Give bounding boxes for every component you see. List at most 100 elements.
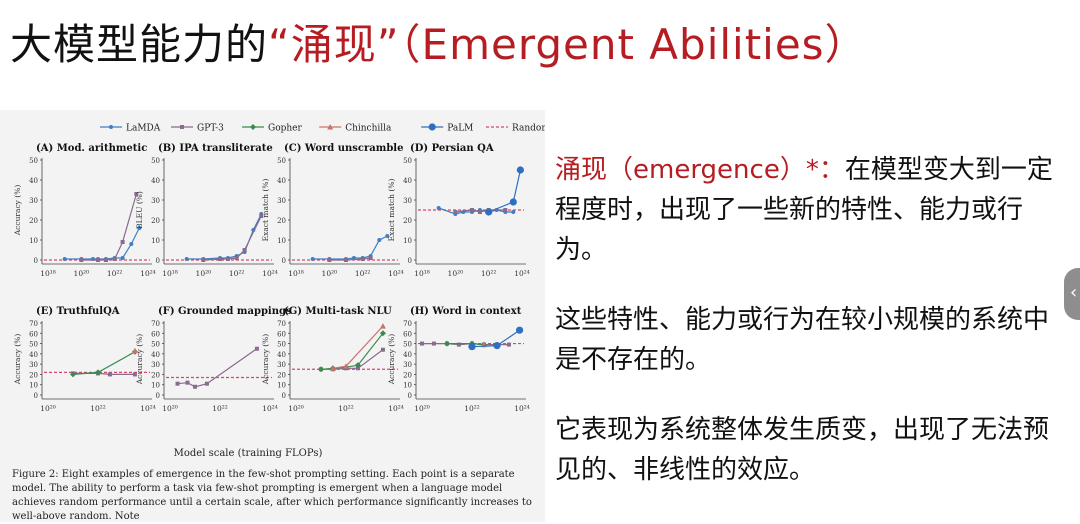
panel-e-ytick-label: 0 [34, 392, 38, 400]
panel-e-gopher-point [70, 371, 76, 378]
side-panel-handle[interactable]: ‹ [1064, 268, 1080, 320]
panel-h-palm-point [468, 343, 476, 351]
shared-xlabel: Model scale (training FLOPs) [174, 448, 323, 459]
panel-e-gpt-3-point [107, 372, 112, 377]
legend-marker-gpt-3 [180, 125, 184, 129]
panel-f-ytick-label: 30 [151, 361, 160, 369]
panel-h-ytick-label: 30 [403, 361, 412, 369]
panel-g-gopher-point [354, 362, 361, 369]
panel-h-gpt-3-point [506, 342, 511, 347]
panel-e-xtick-label: 10²⁰ [40, 404, 56, 413]
panel-d-gpt-3-point [453, 210, 458, 214]
panel-a-gpt-3-point [79, 258, 84, 262]
panel-c-lamda-point [310, 257, 315, 261]
panel-b-gpt-3-point [218, 257, 222, 261]
legend-marker-chinchilla [327, 124, 334, 130]
panel-e-ytick-label: 70 [29, 320, 38, 328]
panel-h-ytick-label: 20 [403, 371, 412, 379]
panel-a-gpt-3-point [96, 258, 100, 262]
panel-g-chinchilla-point [343, 363, 349, 369]
panel-d-xtick-label: 10²² [481, 269, 497, 278]
panel-b-ytick-label: 50 [151, 157, 160, 165]
panel-f-gpt-3-point [193, 384, 197, 389]
panel-g-gpt-3-point [380, 347, 385, 352]
panel-g-ytick-label: 30 [277, 361, 286, 369]
panel-a-ytick-label: 50 [29, 157, 38, 165]
panel-e-gpt-3-point [132, 372, 137, 377]
chevron-left-icon: ‹ [1070, 282, 1078, 303]
panel-h-ytick-label: 60 [403, 330, 412, 338]
panel-b-gpt-3-point [234, 256, 239, 260]
panel-a-xtick-label: 10²² [107, 269, 123, 278]
panel-f-ytick-label: 60 [151, 330, 160, 338]
panel-b-lamda-point [184, 257, 189, 261]
panel-g-gpt-3-point [355, 366, 360, 371]
panel-c-gpt-3-line [329, 257, 371, 261]
panel-e-ytick-label: 50 [29, 341, 38, 349]
panel-f-ylabel: Accuracy (%) [135, 334, 144, 386]
panel-a-xtick-label: 10¹⁸ [40, 269, 56, 278]
panel-d-ytick-label: 20 [403, 217, 412, 225]
panel-c-ytick-label: 0 [282, 257, 286, 265]
panel-d-ytick-label: 30 [403, 197, 412, 205]
panel-a-title: (A) Mod. arithmetic [36, 143, 147, 154]
definition-text: 在模型变大到一定程度时，出现了一些新的特性、能力或行为。 [555, 155, 1053, 265]
panel-h-ytick-label: 0 [408, 392, 412, 400]
panel-b-gpt-3-point [242, 248, 247, 252]
panel-b-lamda-line [186, 213, 262, 260]
panel-a-lamda-point [137, 226, 142, 230]
panel-c-ytick-label: 30 [277, 197, 286, 205]
panel-a-gpt-3-point [103, 258, 108, 262]
panel-a-lamda-line [64, 227, 140, 260]
panel-c-xtick-label: 10¹⁸ [288, 269, 304, 278]
panel-d-xtick-label: 10²⁴ [514, 269, 530, 278]
legend-label-gopher: Gopher [268, 124, 302, 134]
panel-g-xtick-label: 10²⁴ [388, 404, 404, 413]
panel-d-ylabel: Exact match (%) [387, 179, 396, 242]
panel-c-lamda-line [312, 235, 388, 260]
panel-f-ytick-label: 40 [151, 351, 160, 359]
legend-label-chinchilla: Chinchilla [345, 124, 392, 134]
panel-d-palm-point [509, 198, 517, 206]
panel-e-title: (E) TruthfulQA [36, 306, 120, 317]
panel-g-ytick-label: 50 [277, 341, 286, 349]
panel-h-xtick-label: 10²⁴ [514, 404, 530, 413]
panel-d-ytick-label: 10 [403, 237, 412, 245]
panel-f-xtick-label: 10²⁰ [162, 404, 178, 413]
panel-c-gpt-3-point [368, 256, 373, 260]
paragraph-absence: 这些特性、能力或行为在较小规模的系统中是不存在的。 [555, 305, 1050, 375]
panel-a-ylabel: Accuracy (%) [13, 185, 22, 237]
legend-label-lamda: LaMDA [126, 124, 161, 134]
panel-a-gpt-3-point [112, 257, 117, 261]
panel-h-gpt-3-point [456, 342, 461, 347]
panel-a-gpt-3-line [81, 193, 137, 261]
panel-e-ytick-label: 10 [29, 382, 38, 390]
panel-g-gopher-point [318, 366, 324, 373]
panel-g-chinchilla-point [379, 323, 386, 329]
panel-f-gpt-3-point [204, 381, 209, 386]
figure-svg: LaMDA GPT-3 Gopher Chinchilla PaLM Random (A) … [13, 123, 545, 459]
panel-g-ytick-label: 10 [277, 382, 286, 390]
panel-d-palm-point [485, 208, 493, 216]
panel-g-xtick-label: 10²² [338, 404, 354, 413]
legend-label-gpt-3: GPT-3 [197, 124, 224, 134]
panel-c-lamda-point [377, 238, 382, 242]
panel-b-ylabel: BLEU (%) [135, 191, 144, 229]
panel-d-palm-point [516, 166, 524, 174]
panel-h-gopher-point [444, 340, 450, 347]
panel-f-ytick-label: 50 [151, 341, 160, 349]
panel-g-ytick-label: 40 [277, 351, 286, 359]
panel-e-ytick-label: 60 [29, 330, 38, 338]
panel-d-lamda-point [436, 206, 441, 210]
panel-h-gpt-3-point [431, 341, 436, 346]
panel-d-ytick-label: 0 [408, 257, 412, 265]
panel-d-ytick-label: 40 [403, 177, 412, 185]
panel-b-title: (B) IPA transliterate [158, 143, 273, 154]
figure-caption: Figure 2: Eight examples of emergence in… [12, 469, 532, 522]
panel-e-ytick-label: 30 [29, 361, 38, 369]
legend-marker-gopher [250, 124, 256, 130]
panel-b-xtick-label: 10²² [229, 269, 245, 278]
panel-d-gpt-3-point [470, 208, 474, 212]
panel-f-gpt-3-point [185, 380, 190, 385]
panel-h-ytick-label: 70 [403, 320, 412, 328]
